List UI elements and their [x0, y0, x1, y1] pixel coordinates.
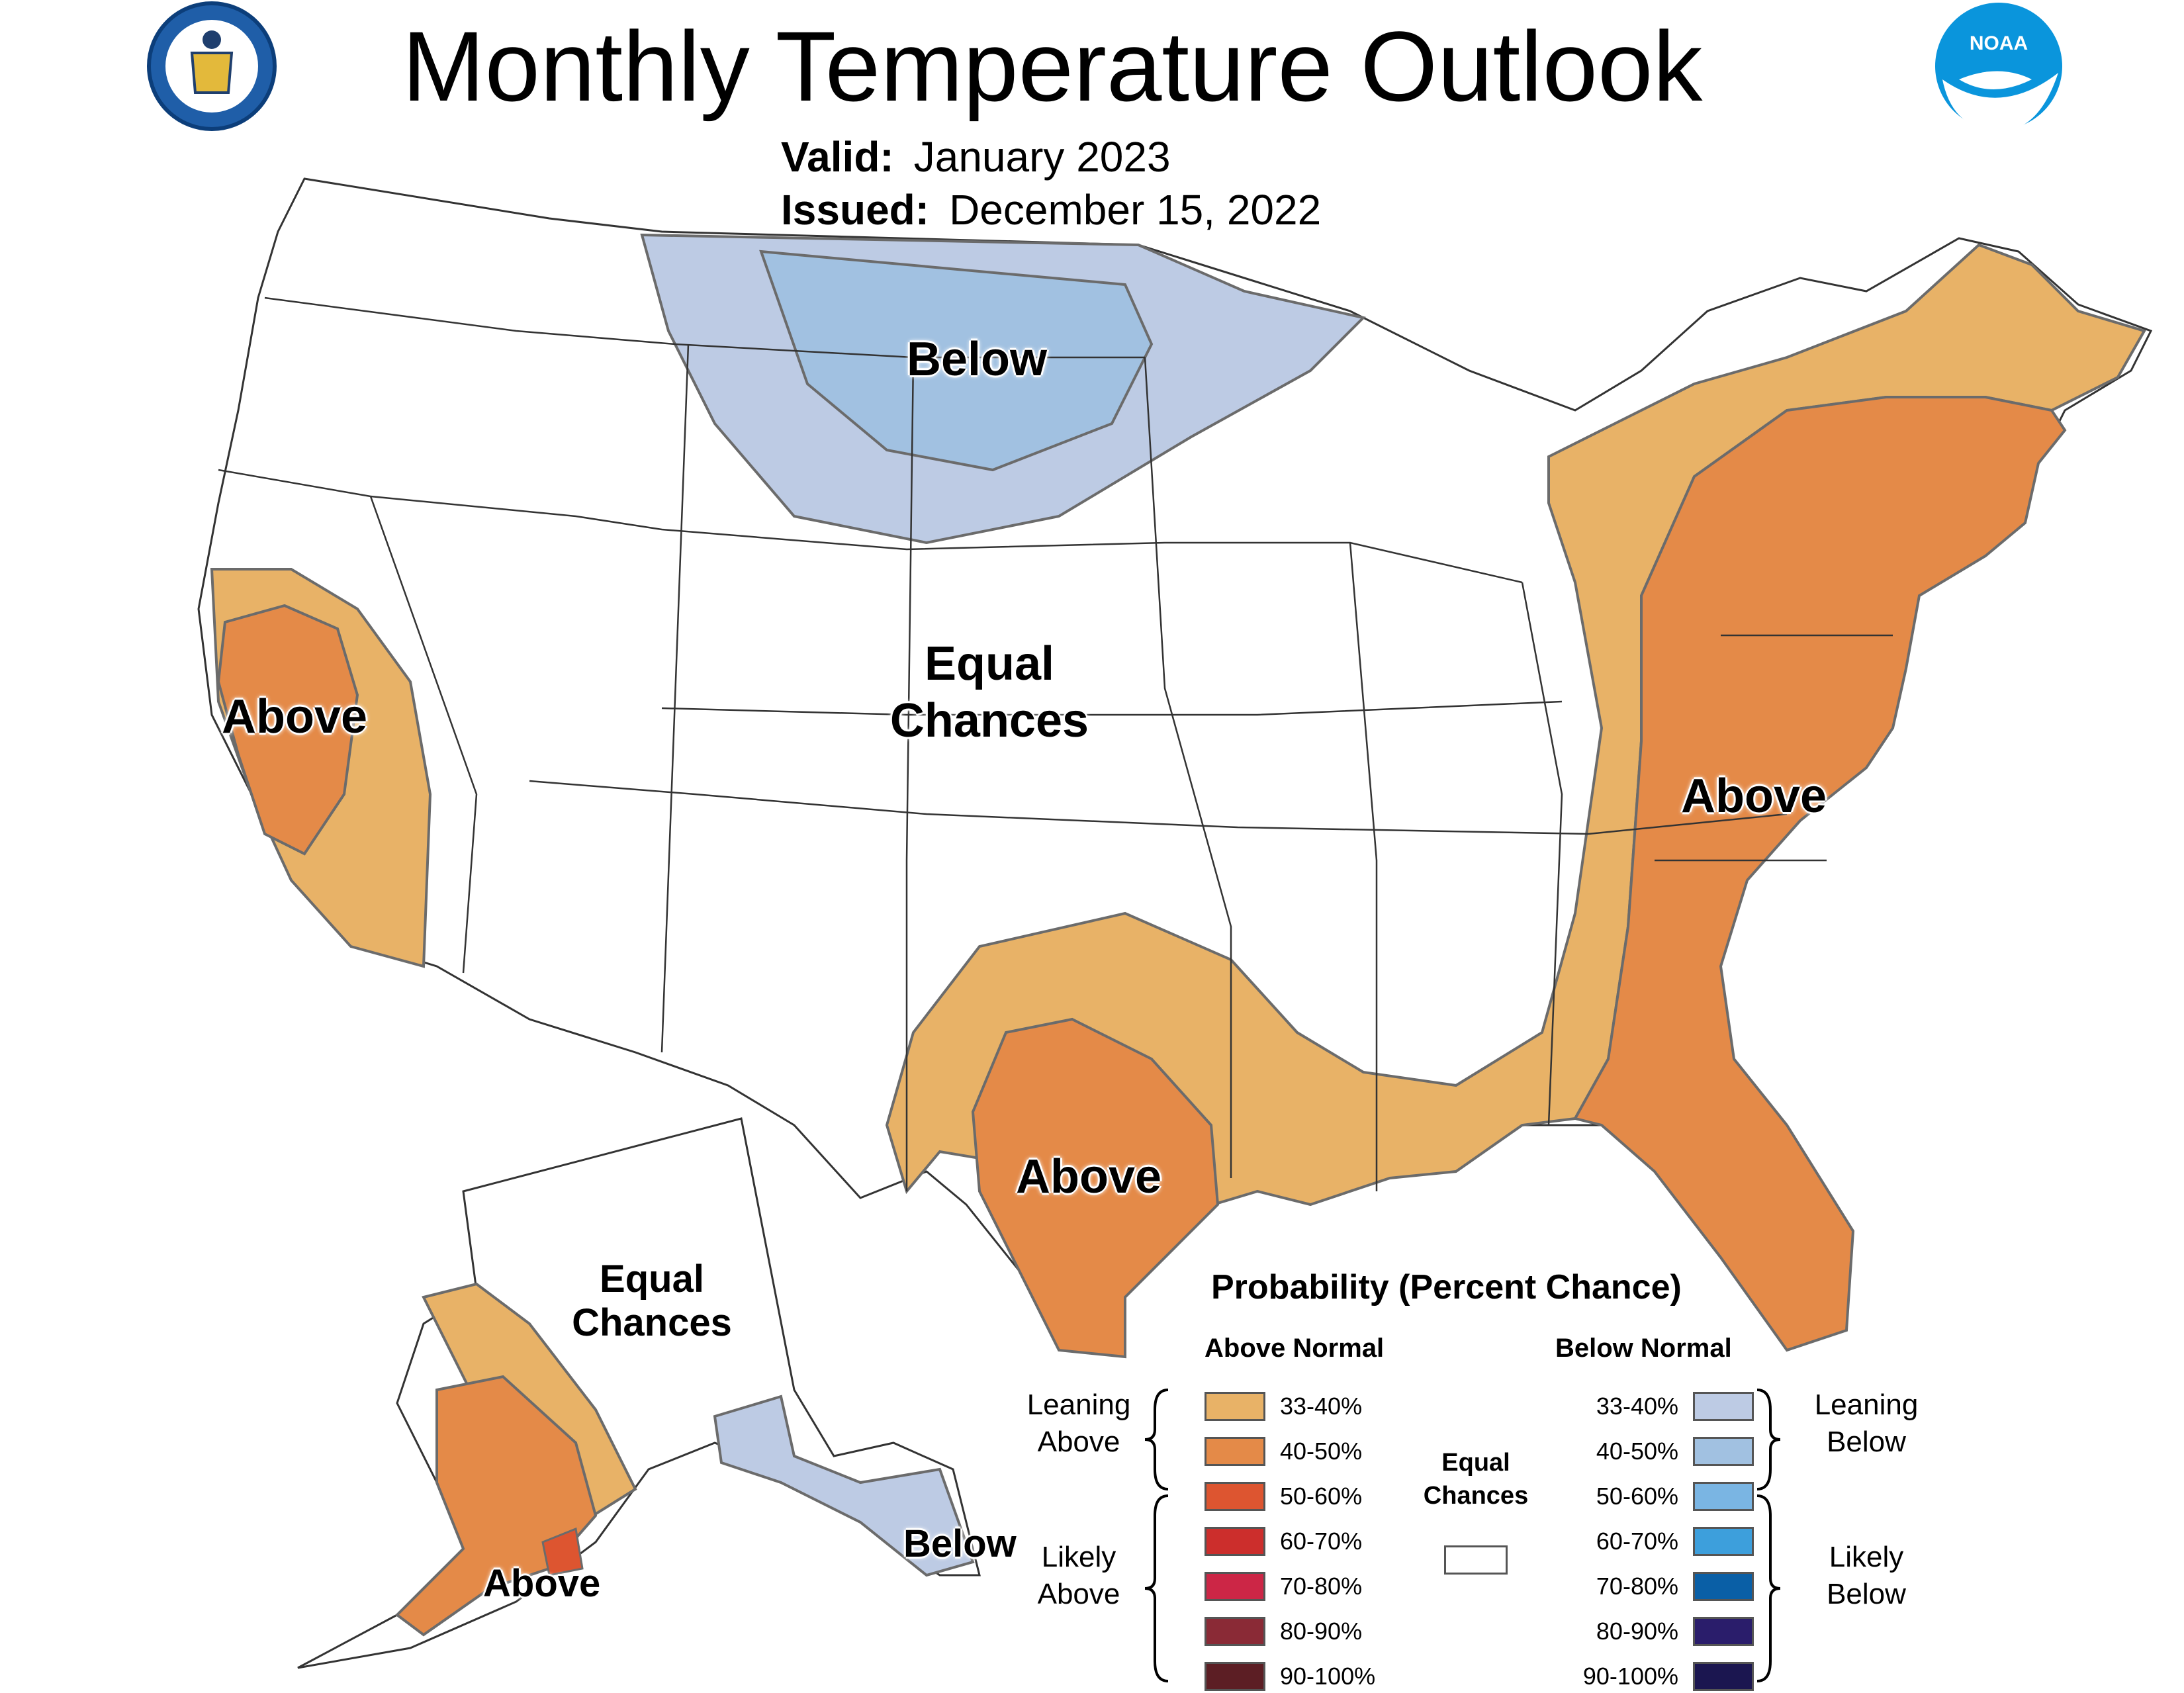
- legend-swatch: [1205, 1437, 1265, 1466]
- legend-swatch-pct: 40-50%: [1280, 1438, 1363, 1465]
- label-north-below: Below: [907, 333, 1048, 386]
- label-alaska-below: Below: [903, 1522, 1017, 1565]
- region-above-40-50-east: [1572, 396, 2067, 1352]
- legend-swatch: [1205, 1482, 1265, 1511]
- legend-leaning-below: Leaning Below: [1794, 1387, 1939, 1461]
- legend-swatch-row: 50-60%: [1205, 1480, 1362, 1513]
- issued-label: Issued:: [781, 186, 930, 234]
- legend-swatch-pct: 70-80%: [1280, 1573, 1363, 1600]
- page-title: Monthly Temperature Outlook: [402, 11, 1703, 122]
- label-east-above: Above: [1681, 770, 1827, 823]
- leaning-above-line1: Leaning: [1026, 1389, 1131, 1421]
- legend-likely-below: Likely Below: [1794, 1539, 1939, 1613]
- issued-value: December 15, 2022: [949, 186, 1322, 234]
- legend-swatch: [1205, 1527, 1265, 1556]
- department-of-commerce-seal: [147, 1, 277, 131]
- label-alaska-equal-line2: Chances: [572, 1301, 732, 1344]
- label-alaska-above: Above: [483, 1562, 601, 1605]
- legend-swatch: [1205, 1572, 1265, 1601]
- legend-swatch: [1693, 1572, 1754, 1601]
- legend-swatch-row: 60-70%: [1205, 1525, 1362, 1558]
- legend-swatch-pct: 50-60%: [1280, 1483, 1363, 1510]
- leaning-below-line2: Below: [1827, 1426, 1906, 1458]
- valid-value: January 2023: [913, 133, 1171, 181]
- legend-swatch: [1693, 1527, 1754, 1556]
- legend-swatch-pct: 40-50%: [1596, 1438, 1678, 1465]
- legend-swatch-pct: 80-90%: [1280, 1618, 1363, 1645]
- legend-swatch-row: 70-80%: [1562, 1570, 1754, 1603]
- legend-swatch: [1693, 1662, 1754, 1691]
- state-borders: [218, 297, 1893, 1191]
- legend-swatch-row: 40-50%: [1205, 1435, 1362, 1468]
- legend-swatch-pct: 90-100%: [1582, 1663, 1678, 1690]
- legend-swatch: [1693, 1437, 1754, 1466]
- label-texas-above: Above: [1016, 1150, 1162, 1203]
- leaning-above-line2: Above: [1037, 1426, 1120, 1458]
- legend-swatch: [1205, 1662, 1265, 1691]
- valid-label: Valid:: [781, 133, 894, 181]
- legend-swatch-pct: 60-70%: [1280, 1528, 1363, 1555]
- legend-swatch-row: 90-100%: [1562, 1660, 1754, 1693]
- valid-row: Valid: January 2023: [781, 132, 1171, 181]
- region-above-40-50-alaska: [394, 1375, 598, 1637]
- likely-above-line1: Likely: [1041, 1541, 1116, 1573]
- legend-title: Probability (Percent Chance): [1211, 1268, 1682, 1306]
- legend-leaning-above: Leaning Above: [1013, 1387, 1145, 1461]
- noaa-logo-text: NOAA: [1970, 32, 2028, 54]
- noaa-logo: NOAA: [1935, 3, 2062, 132]
- legend-swatch: [1693, 1617, 1754, 1646]
- legend-equal-chances-swatch: [1444, 1545, 1508, 1575]
- likely-above-line2: Above: [1037, 1578, 1120, 1610]
- region-above-50-60-alaska: [541, 1527, 584, 1577]
- legend-above-header: Above Normal: [1205, 1334, 1385, 1363]
- legend-swatch: [1205, 1392, 1265, 1421]
- region-below-33-40-alaska: [713, 1395, 975, 1577]
- legend-swatch-pct: 70-80%: [1596, 1573, 1678, 1600]
- equal-chances-line1: Equal: [1441, 1449, 1510, 1477]
- label-central-equal-chances: Equal Chances: [880, 635, 1099, 749]
- legend-swatch: [1693, 1482, 1754, 1511]
- label-alaska-equal-chances: Equal Chances: [569, 1258, 735, 1345]
- legend-swatch-row: 90-100%: [1205, 1660, 1375, 1693]
- legend-swatch: [1693, 1392, 1754, 1421]
- region-above-40-50-west: [216, 604, 359, 856]
- legend-swatch-row: 40-50%: [1562, 1435, 1754, 1468]
- region-above-33-40-east: [885, 243, 2146, 1259]
- issued-row: Issued: December 15, 2022: [781, 185, 1321, 234]
- likely-below-line2: Below: [1827, 1578, 1906, 1610]
- legend-swatch-pct: 33-40%: [1280, 1393, 1363, 1420]
- legend-swatch-pct: 80-90%: [1596, 1618, 1678, 1645]
- leaning-below-line1: Leaning: [1814, 1389, 1919, 1421]
- label-west-above: Above: [222, 690, 368, 743]
- legend-swatch: [1205, 1617, 1265, 1646]
- legend-swatch-row: 33-40%: [1205, 1390, 1362, 1423]
- region-above-40-50-texas: [971, 1017, 1220, 1359]
- legend-swatch-pct: 33-40%: [1596, 1393, 1678, 1420]
- legend-swatch-row: 70-80%: [1205, 1570, 1362, 1603]
- likely-below-line1: Likely: [1829, 1541, 1904, 1573]
- legend-below-header: Below Normal: [1555, 1334, 1732, 1363]
- label-alaska-equal-line1: Equal: [600, 1258, 704, 1301]
- legend-braces: [1144, 1389, 1781, 1682]
- equal-chances-line2: Chances: [1423, 1482, 1529, 1510]
- legend-swatch-pct: 60-70%: [1596, 1528, 1678, 1555]
- legend-equal-chances-label: Equal Chances: [1410, 1446, 1542, 1512]
- legend-swatch-row: 33-40%: [1562, 1390, 1754, 1423]
- legend-swatch-row: 60-70%: [1562, 1525, 1754, 1558]
- alaska-outline: [297, 1117, 981, 1669]
- legend-swatch-row: 80-90%: [1562, 1615, 1754, 1648]
- legend-swatch-row: 80-90%: [1205, 1615, 1362, 1648]
- legend-swatch-pct: 50-60%: [1596, 1483, 1678, 1510]
- label-central-equal-line2: Chances: [889, 694, 1089, 747]
- legend-likely-above: Likely Above: [1013, 1539, 1145, 1613]
- label-central-equal-line1: Equal: [924, 637, 1055, 690]
- legend-swatch-pct: 90-100%: [1280, 1663, 1376, 1690]
- legend: Probability (Percent Chance) Above Norma…: [999, 1267, 1992, 1691]
- region-below-40-50-north: [759, 250, 1154, 472]
- legend-swatch-row: 50-60%: [1562, 1480, 1754, 1513]
